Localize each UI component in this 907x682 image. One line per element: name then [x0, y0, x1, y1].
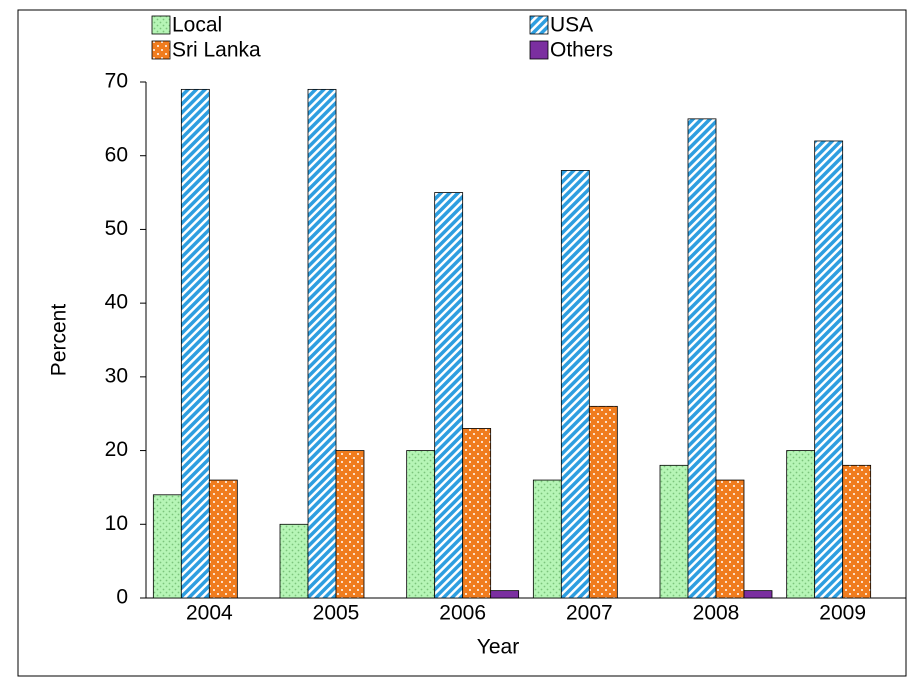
bar	[208, 479, 238, 599]
bar	[434, 192, 464, 599]
bar	[335, 450, 365, 599]
bar	[406, 450, 436, 599]
y-tick-label: 10	[105, 512, 128, 535]
x-tick-label: 2005	[313, 602, 360, 625]
bar	[715, 479, 745, 599]
bar	[560, 170, 590, 599]
x-tick-label: 2009	[819, 602, 866, 625]
frame	[17, 9, 907, 677]
legend-swatch	[529, 15, 549, 35]
bar	[307, 88, 337, 599]
legend-label: Sri Lanka	[172, 39, 261, 62]
y-tick-label: 50	[105, 217, 128, 240]
bar	[786, 450, 816, 599]
x-tick-label: 2004	[186, 602, 233, 625]
x-tick-label: 2006	[439, 602, 486, 625]
legend-swatch	[151, 15, 171, 35]
bar	[462, 428, 492, 599]
legend-swatch	[151, 40, 171, 60]
bar	[180, 88, 210, 599]
y-tick-label: 20	[105, 438, 128, 461]
legend-label: USA	[550, 14, 593, 37]
y-tick-label: 60	[105, 143, 128, 166]
y-tick-label: 70	[105, 70, 128, 93]
bar	[842, 464, 872, 599]
bar	[490, 590, 520, 599]
bar	[532, 479, 562, 599]
x-axis-title: Year	[477, 636, 519, 659]
bar	[152, 494, 182, 599]
x-tick-label: 2008	[693, 602, 740, 625]
bar	[588, 405, 618, 599]
bar	[687, 118, 717, 599]
y-tick-label: 0	[116, 586, 128, 609]
x-tick-label: 2007	[566, 602, 613, 625]
y-axis-title: Percent	[48, 304, 71, 377]
bar	[743, 590, 773, 599]
y-tick-label: 30	[105, 364, 128, 387]
y-tick-label: 40	[105, 291, 128, 314]
legend-label: Local	[172, 14, 222, 37]
legend-label: Others	[550, 39, 613, 62]
legend-swatch	[529, 40, 549, 60]
bar	[279, 523, 309, 599]
bar	[659, 464, 689, 599]
bar	[814, 140, 844, 599]
